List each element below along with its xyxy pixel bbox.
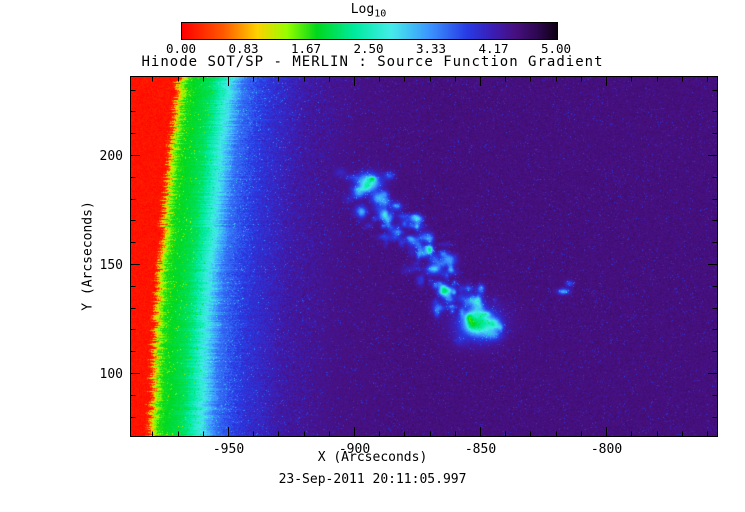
colorbar-tick-label: 0.83: [228, 41, 259, 56]
y-tick-label: 150: [100, 258, 123, 273]
plot-frame: [130, 76, 718, 437]
colorbar-title: Log10: [181, 2, 556, 20]
x-tick-label: -950: [213, 442, 244, 457]
colorbar-tick-label: 0.00: [165, 41, 197, 56]
y-axis-label: Y (Arcseconds): [80, 201, 96, 311]
tick-group: -950 -900 -850 -800 100 150 200: [100, 77, 717, 457]
x-tick-label: -800: [591, 442, 622, 457]
x-tick-label: -900: [339, 442, 370, 457]
colorbar-tick-labels: 0.00 0.83 1.67 2.50 3.33 4.17 5.00: [166, 41, 571, 56]
heatmap-canvas: [130, 76, 718, 437]
y-tick-label: 100: [100, 367, 123, 382]
colorbar-canvas: [182, 23, 557, 39]
x-tick-label: -850: [465, 442, 496, 457]
colorbar-tick-label: 2.50: [353, 41, 384, 56]
colorbar-title-sub: 10: [374, 8, 387, 20]
colorbar-tick-label: 3.33: [415, 41, 447, 56]
timestamp: 23-Sep-2011 20:11:05.997: [278, 472, 467, 487]
colorbar-tick-label: 1.67: [290, 41, 322, 56]
colorbar-title-text: Log: [350, 2, 375, 17]
colorbar-tick-label: 5.00: [540, 41, 572, 56]
y-tick-label: 200: [100, 149, 123, 164]
chart-title: Hinode SOT/SP - MERLIN : Source Function…: [141, 54, 604, 70]
x-axis-label: X (Arcseconds): [317, 450, 428, 465]
colorbar-tick-label: 4.17: [478, 41, 509, 56]
colorbar: [181, 22, 558, 40]
